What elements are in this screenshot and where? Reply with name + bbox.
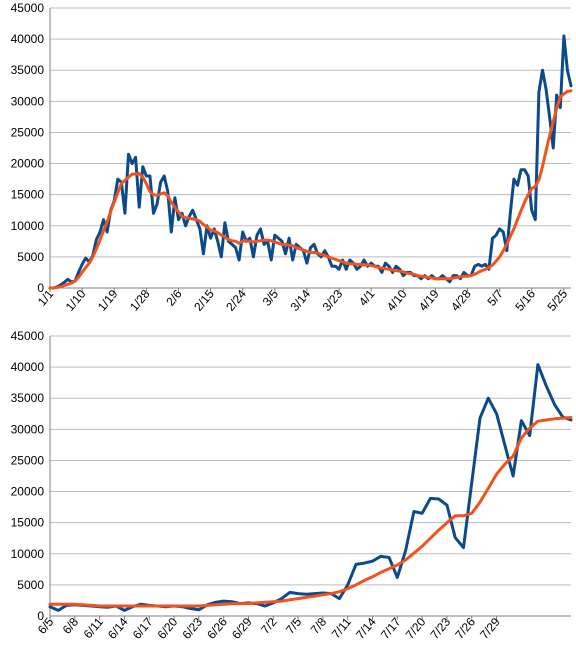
- y-tick-label: 15000: [11, 516, 45, 530]
- y-tick-label: 10000: [11, 219, 45, 233]
- y-tick-label: 0: [37, 609, 44, 623]
- y-tick-label: 0: [37, 281, 44, 295]
- y-tick-label: 30000: [11, 94, 45, 108]
- y-tick-label: 25000: [11, 125, 45, 139]
- y-tick-label: 40000: [11, 360, 45, 374]
- y-tick-label: 40000: [11, 32, 45, 46]
- y-tick-label: 5000: [17, 578, 44, 592]
- y-tick-label: 30000: [11, 422, 45, 436]
- y-tick-label: 15000: [11, 188, 45, 202]
- y-tick-label: 10000: [11, 547, 45, 561]
- y-tick-label: 5000: [17, 250, 44, 264]
- y-tick-label: 20000: [11, 157, 45, 171]
- y-tick-label: 35000: [11, 391, 45, 405]
- y-tick-label: 20000: [11, 485, 45, 499]
- y-tick-label: 45000: [11, 329, 45, 343]
- y-tick-label: 25000: [11, 453, 45, 467]
- y-tick-label: 35000: [11, 63, 45, 77]
- series-line-moving-average: [48, 416, 573, 608]
- y-tick-label: 45000: [11, 1, 45, 15]
- series-line-moving-average: [48, 89, 573, 290]
